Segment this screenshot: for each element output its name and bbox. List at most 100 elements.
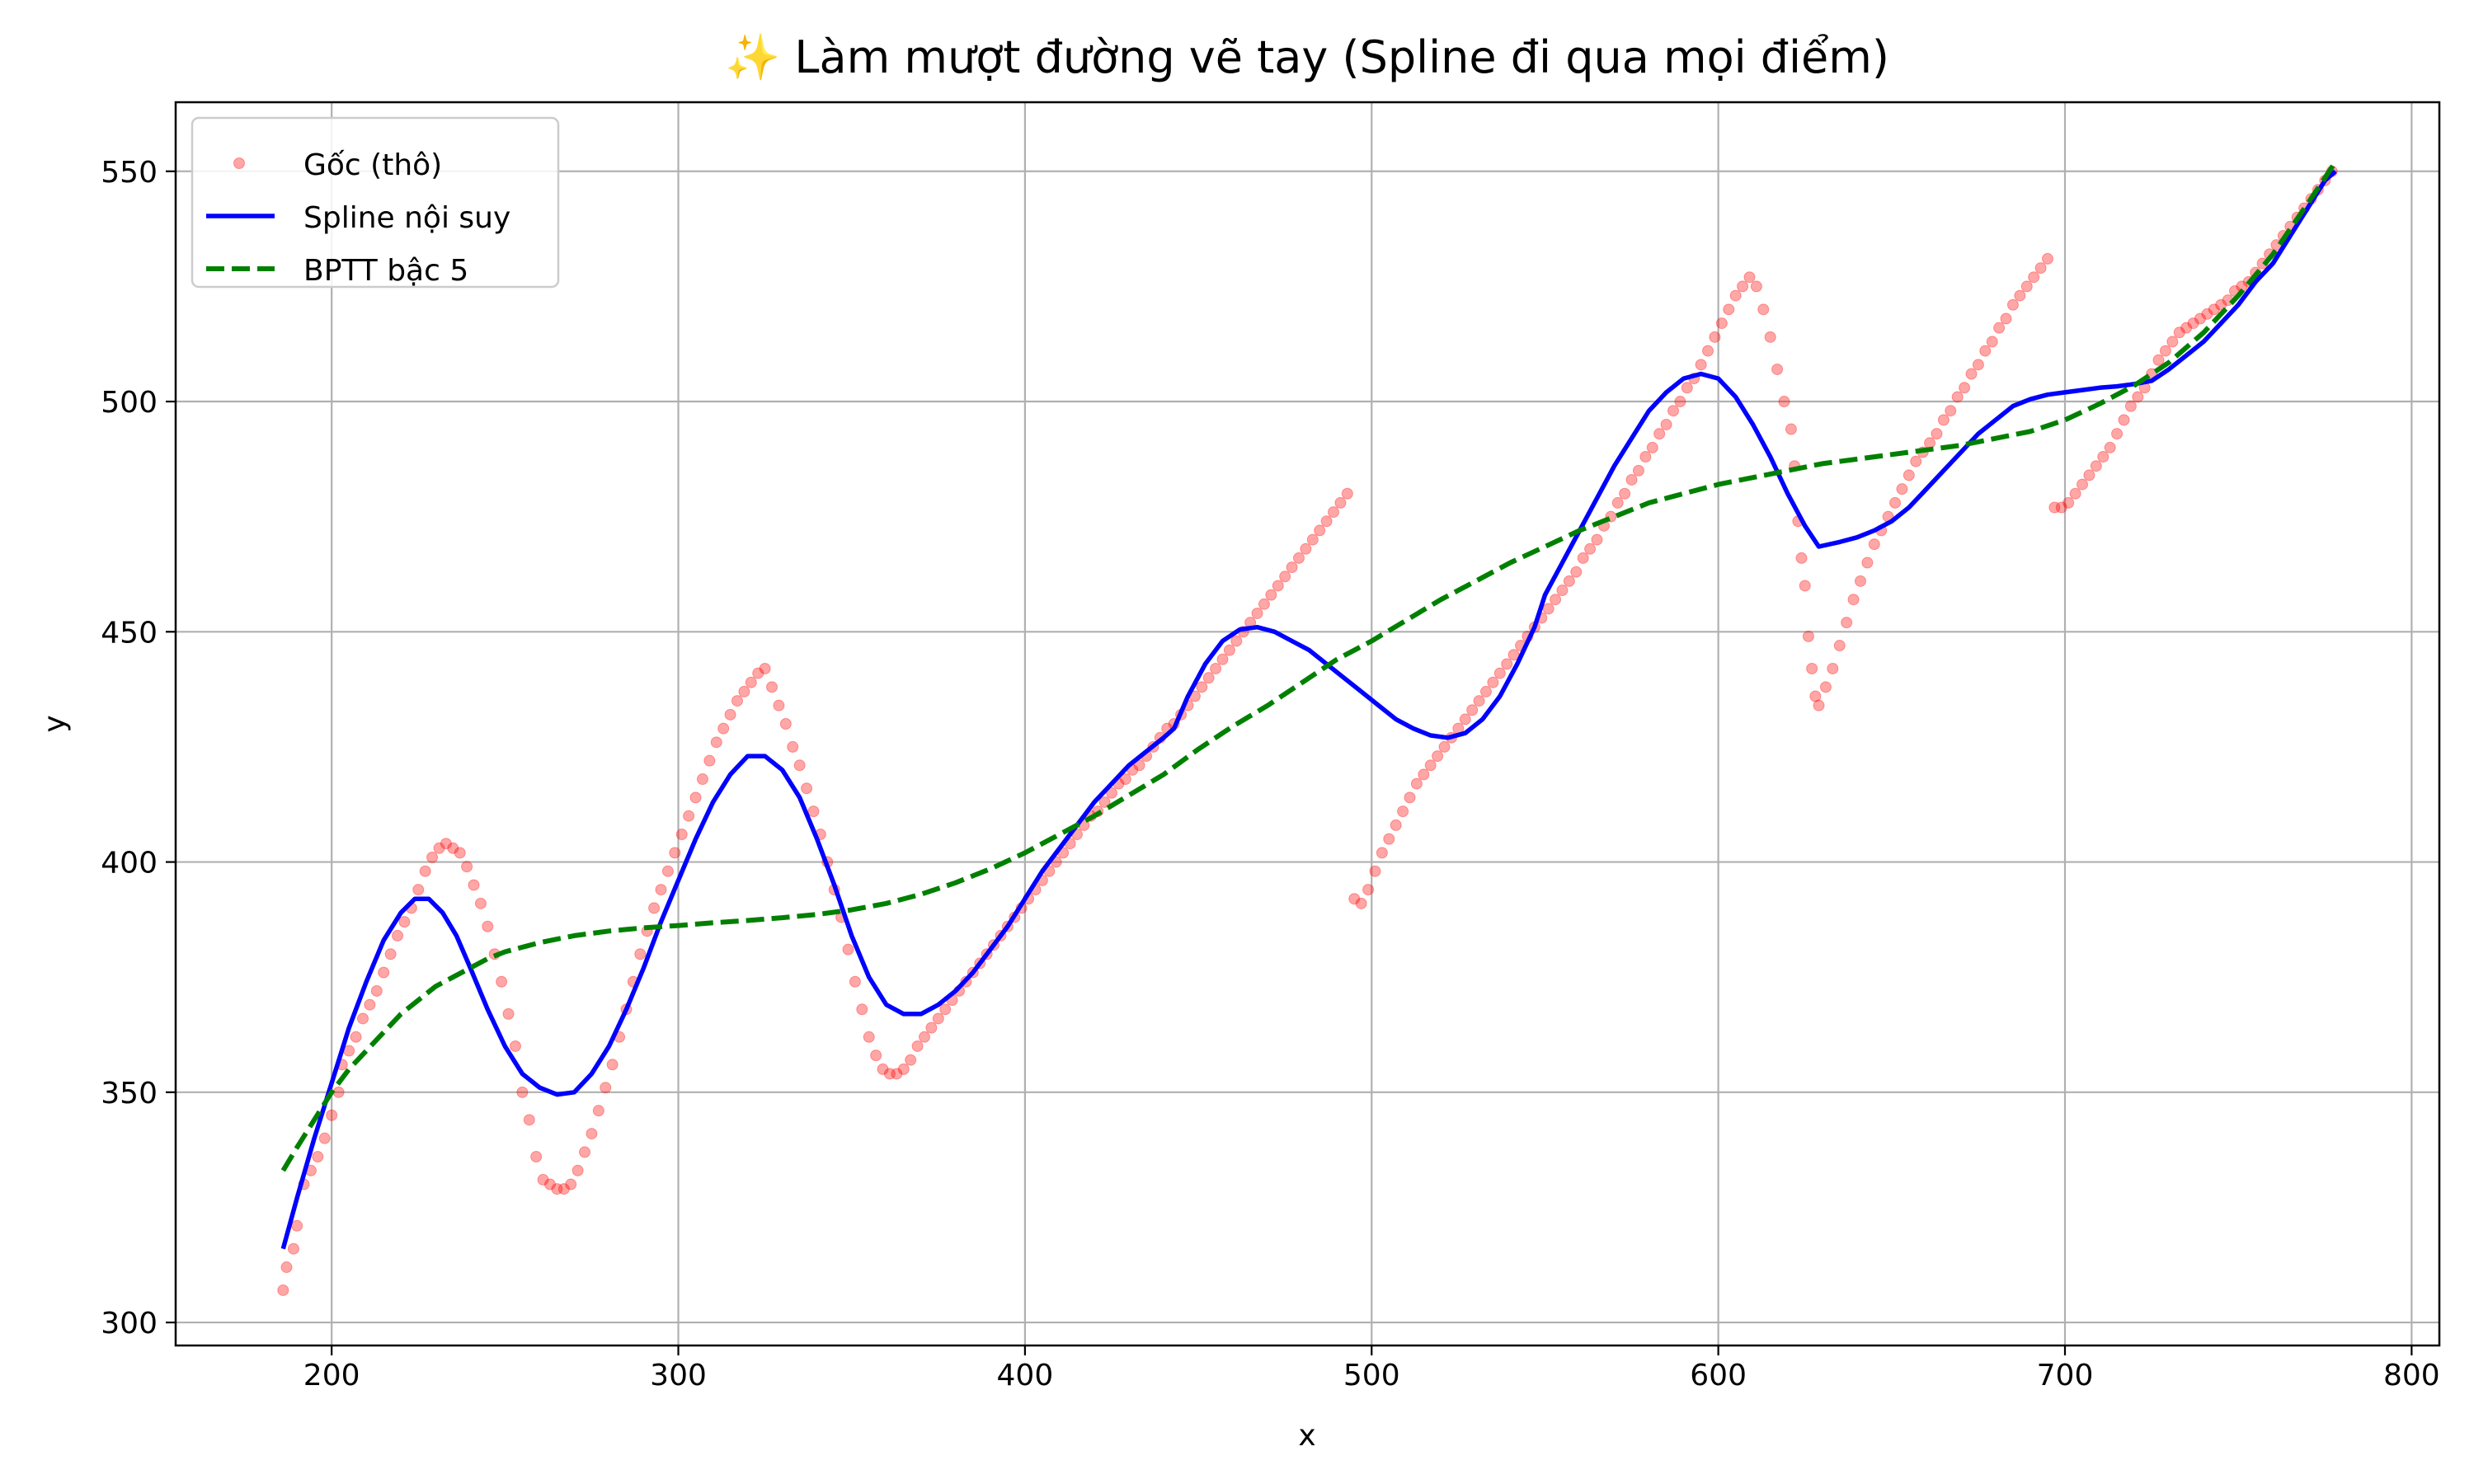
- y-tick-label: 400: [101, 847, 158, 881]
- raw-point: [537, 1173, 549, 1186]
- raw-point: [1653, 428, 1666, 440]
- raw-point: [426, 851, 439, 863]
- raw-point: [1861, 556, 1874, 569]
- raw-point: [2132, 391, 2144, 403]
- raw-point: [557, 1183, 570, 1195]
- raw-point: [717, 722, 730, 735]
- legend-box: [190, 116, 560, 289]
- raw-point: [1660, 418, 1672, 430]
- raw-point: [384, 948, 397, 960]
- raw-point: [897, 1063, 910, 1075]
- raw-point: [1251, 607, 1263, 619]
- y-tick-label: 500: [101, 386, 158, 420]
- y-tick-label: 350: [101, 1077, 158, 1111]
- spline-line: [280, 169, 2337, 1250]
- raw-point: [1230, 635, 1243, 647]
- raw-point: [870, 1050, 882, 1062]
- raw-point: [1986, 336, 1998, 348]
- raw-point: [696, 773, 708, 786]
- raw-point: [392, 929, 404, 942]
- raw-point: [1910, 455, 1922, 467]
- raw-point: [1715, 317, 1728, 330]
- raw-point: [849, 975, 861, 988]
- raw-point: [1258, 598, 1270, 610]
- raw-point: [1404, 791, 1416, 804]
- raw-point: [648, 902, 661, 914]
- raw-point: [634, 948, 647, 960]
- y-tick-label: 450: [101, 616, 158, 650]
- raw-point: [925, 1021, 938, 1034]
- raw-point: [1279, 571, 1291, 583]
- raw-point: [2097, 451, 2109, 463]
- raw-point: [1362, 884, 1375, 896]
- raw-point: [1334, 496, 1347, 509]
- raw-point: [1501, 658, 1513, 670]
- raw-point: [856, 1003, 868, 1016]
- legend-label: BPTT bậc 5: [303, 254, 468, 288]
- raw-point: [551, 1183, 563, 1195]
- raw-point: [2124, 400, 2137, 412]
- raw-point: [1272, 580, 1284, 592]
- raw-point: [1300, 542, 1312, 555]
- raw-point: [863, 1031, 875, 1043]
- raw-point: [1681, 382, 1693, 394]
- raw-point: [1550, 594, 1562, 606]
- y-tick-label: 300: [101, 1307, 158, 1341]
- raw-point: [280, 1261, 293, 1274]
- raw-point: [447, 842, 459, 854]
- raw-point: [2000, 312, 2012, 325]
- raw-point: [779, 718, 792, 730]
- raw-point: [2048, 501, 2061, 514]
- raw-point: [1591, 533, 1603, 546]
- raw-point: [1320, 515, 1333, 528]
- raw-point: [807, 805, 820, 818]
- raw-point: [738, 685, 750, 697]
- raw-point: [1743, 271, 1756, 284]
- raw-point: [1827, 662, 1839, 674]
- raw-point: [1924, 437, 1936, 449]
- raw-point: [454, 847, 466, 859]
- raw-point: [565, 1178, 577, 1190]
- legend-marker-raw: [233, 157, 245, 169]
- chart-title: ✨ Làm mượt đường vẽ tay (Spline đi qua m…: [725, 31, 1889, 83]
- x-axis-label: x: [1298, 1419, 1315, 1453]
- raw-point: [277, 1284, 289, 1296]
- raw-point: [1868, 538, 1880, 551]
- raw-point: [1639, 451, 1652, 463]
- raw-point: [773, 699, 785, 711]
- raw-point: [1709, 331, 1721, 343]
- raw-point: [461, 861, 473, 873]
- raw-point: [2152, 354, 2165, 366]
- raw-point: [482, 920, 494, 932]
- raw-point: [911, 1040, 924, 1052]
- raw-point: [1098, 796, 1111, 808]
- raw-point: [356, 1012, 369, 1025]
- raw-point: [398, 916, 411, 928]
- x-tick-label: 700: [2037, 1359, 2094, 1392]
- raw-point: [2062, 496, 2075, 509]
- raw-point: [1729, 289, 1742, 302]
- y-tick-label: 550: [101, 156, 158, 190]
- raw-point: [1328, 506, 1340, 519]
- raw-point: [905, 1054, 917, 1066]
- raw-point: [433, 842, 445, 854]
- raw-point: [1355, 897, 1367, 909]
- raw-point: [932, 1012, 944, 1025]
- raw-point: [1757, 303, 1770, 316]
- x-tick-label: 500: [1343, 1359, 1400, 1392]
- raw-point: [543, 1178, 556, 1190]
- raw-point: [1809, 690, 1822, 702]
- raw-point: [2055, 501, 2067, 514]
- raw-point: [1133, 759, 1145, 772]
- raw-point: [350, 1031, 362, 1043]
- raw-point: [326, 1109, 338, 1121]
- raw-point: [1584, 542, 1597, 555]
- raw-point: [2006, 298, 2019, 311]
- raw-point: [496, 975, 508, 988]
- raw-point: [1438, 740, 1451, 753]
- raw-point: [530, 1151, 543, 1163]
- poly-fit-line: [280, 160, 2338, 1172]
- raw-point: [2215, 298, 2227, 311]
- raw-point: [1196, 681, 1208, 693]
